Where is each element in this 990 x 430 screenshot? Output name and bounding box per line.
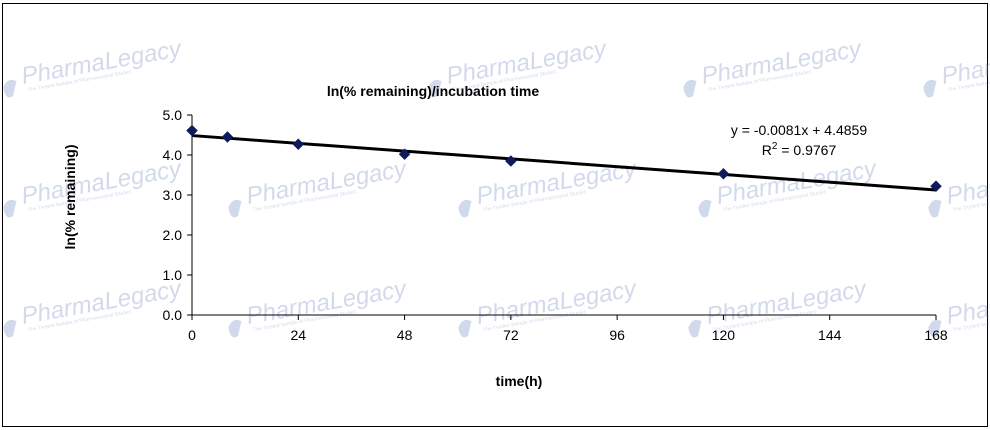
data-point bbox=[186, 124, 198, 137]
x-tick-label: 0 bbox=[188, 327, 196, 343]
y-axis-ticks: 0.0 1.0 2.0 3.0 4.0 5.0 bbox=[163, 107, 192, 323]
watermark-flask-icon bbox=[3, 199, 17, 218]
watermark-brand: PharmaLegacy bbox=[244, 155, 410, 210]
watermark-flask-icon bbox=[698, 199, 712, 218]
trendline-equation: y = -0.0081x + 4.4859 bbox=[731, 122, 867, 138]
y-tick-label: 5.0 bbox=[163, 107, 183, 123]
watermark-brand: PharmaLegacy bbox=[474, 275, 640, 330]
watermark-brand: PharmaLegacy bbox=[19, 35, 185, 90]
r-squared-value: = 0.9767 bbox=[777, 142, 836, 158]
watermark-brand-b: Legacy bbox=[797, 155, 880, 195]
watermark-flask-icon bbox=[928, 319, 942, 338]
data-point bbox=[717, 167, 730, 180]
watermark-flask-icon bbox=[458, 319, 472, 338]
watermark-brand: PharmaLegacy bbox=[699, 35, 865, 90]
data-points bbox=[186, 124, 942, 193]
y-tick-label: 3.0 bbox=[163, 187, 183, 203]
watermark-flask-icon bbox=[3, 319, 17, 338]
watermark-brand-b: Legacy bbox=[102, 35, 185, 75]
watermark-brand-b: Legacy bbox=[327, 275, 410, 315]
watermark-flask-icon bbox=[228, 319, 242, 338]
r-squared-label: R2 = 0.9767 bbox=[762, 141, 837, 158]
r-squared-prefix: R bbox=[762, 142, 772, 158]
watermark-flask-icon bbox=[688, 319, 702, 338]
x-tick-label: 168 bbox=[924, 327, 948, 343]
x-tick-label: 96 bbox=[609, 327, 625, 343]
r-squared-exponent: 2 bbox=[772, 141, 778, 152]
x-tick-label: 120 bbox=[712, 327, 736, 343]
watermark-brand-b: Legacy bbox=[787, 275, 870, 315]
y-tick-label: 1.0 bbox=[163, 267, 183, 283]
chart-title: ln(% remaining)/incubation time bbox=[327, 83, 540, 99]
watermark-flask-icon bbox=[923, 79, 937, 98]
x-axis-title: time(h) bbox=[496, 373, 543, 389]
x-tick-label: 144 bbox=[818, 327, 842, 343]
watermark-brand-b: Legacy bbox=[782, 35, 865, 75]
data-point bbox=[930, 180, 942, 193]
watermark-brand: PharmaLegacy bbox=[244, 275, 410, 330]
y-axis-title: ln(% remaining) bbox=[62, 144, 78, 249]
x-axis-ticks: 0 24 48 72 96 120 144 168 bbox=[188, 315, 948, 343]
y-tick-label: 2.0 bbox=[163, 227, 183, 243]
data-point bbox=[398, 148, 411, 161]
watermark-flask-icon bbox=[3, 79, 17, 98]
watermark-flask-icon bbox=[683, 79, 697, 98]
watermark-flask-icon bbox=[928, 199, 942, 218]
watermark-brand-b: Legacy bbox=[327, 155, 410, 195]
watermark-brand-b: Legacy bbox=[527, 35, 610, 75]
watermark-flask-icon bbox=[228, 199, 242, 218]
y-tick-label: 0.0 bbox=[163, 307, 183, 323]
data-point bbox=[505, 155, 517, 167]
y-tick-label: 4.0 bbox=[163, 147, 183, 163]
x-tick-label: 48 bbox=[397, 327, 413, 343]
watermark-brand: PharmaLegacy bbox=[704, 275, 870, 330]
watermark-flask-icon bbox=[428, 79, 442, 98]
watermark-brand-b: Legacy bbox=[557, 155, 640, 195]
data-point bbox=[221, 131, 234, 143]
data-point bbox=[292, 138, 305, 151]
watermark-brand: PharmaLegacy bbox=[19, 275, 185, 330]
x-tick-label: 24 bbox=[290, 327, 306, 343]
watermark-brand: PharmaLegacy bbox=[444, 35, 610, 90]
watermark-brand: PharmaLegacy bbox=[19, 155, 185, 210]
x-tick-label: 72 bbox=[503, 327, 519, 343]
trendline bbox=[191, 134, 937, 192]
watermark-flask-icon bbox=[458, 199, 472, 218]
watermark-brand: PharmaLegacy bbox=[714, 155, 880, 210]
chart-frame bbox=[2, 3, 988, 427]
watermark-brand-b: Legacy bbox=[557, 275, 640, 315]
